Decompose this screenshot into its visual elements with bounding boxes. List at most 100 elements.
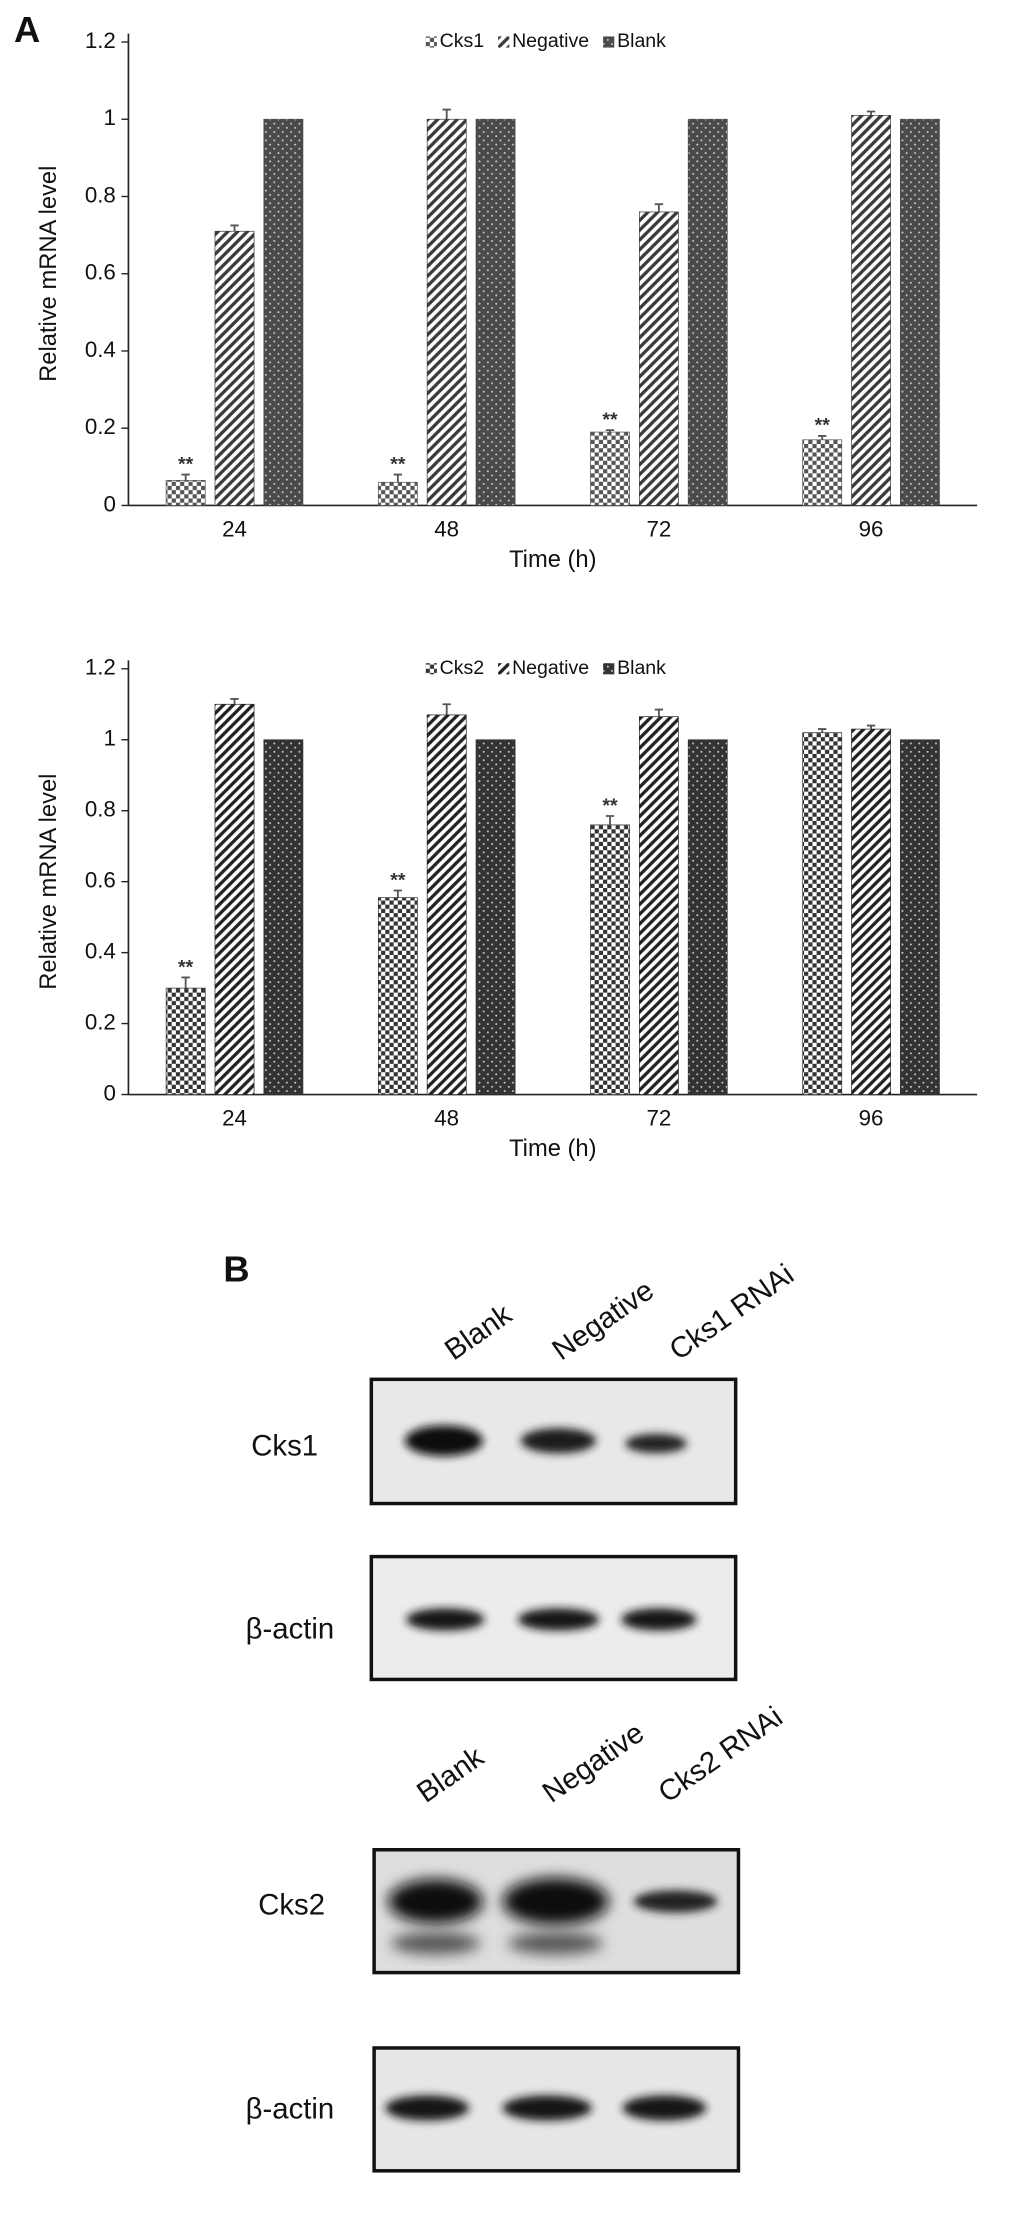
- legend-swatch: [425, 663, 437, 675]
- chart: 0 0.2 0.4 0.6 0.8 1 1.2 Relative mRNA level Time…: [36, 655, 978, 1162]
- y-tick-label: 0.4: [85, 337, 116, 362]
- legend-swatch: [603, 36, 615, 48]
- x-tick-label: 96: [859, 1106, 884, 1131]
- bar: [687, 739, 728, 1095]
- band: [508, 1932, 604, 1955]
- y-tick-label: 0.8: [85, 797, 116, 822]
- x-axis-title: Time (h): [509, 1136, 596, 1162]
- band: [404, 1425, 483, 1457]
- x-tick-label: 72: [646, 1106, 671, 1131]
- blot-1: Blank Negative Cks1 RNAi Cks1 β-actin: [246, 1258, 800, 1682]
- bar: [900, 118, 940, 506]
- bar: [802, 732, 843, 1095]
- error-bar: [605, 429, 615, 433]
- band: [625, 1433, 687, 1454]
- error-bar: [181, 976, 190, 989]
- x-tick-label: 48: [434, 1106, 459, 1131]
- bar: [475, 739, 516, 1095]
- legend-label: Cks2: [440, 657, 485, 679]
- legend-label: Blank: [617, 30, 666, 52]
- row-label: Cks1: [251, 1429, 318, 1462]
- band: [390, 1932, 481, 1955]
- error-bar: [654, 708, 664, 717]
- lane-label: Cks1 RNAi: [664, 1258, 800, 1367]
- error-bar: [818, 728, 827, 733]
- bar: [475, 118, 516, 506]
- band: [517, 1608, 599, 1631]
- legend: Cks1 Negative Blank: [425, 30, 666, 52]
- band: [502, 2095, 592, 2121]
- legend-swatch: [498, 663, 510, 675]
- y-tick-label: 1.2: [85, 655, 116, 680]
- significance-label: **: [390, 869, 406, 891]
- bar: [263, 739, 304, 1095]
- y-tick-label: 0.8: [85, 182, 116, 207]
- band: [388, 1879, 483, 1924]
- legend-label: Negative: [512, 30, 589, 52]
- error-bar: [442, 108, 451, 120]
- bar: [851, 115, 891, 506]
- bar: [263, 118, 304, 506]
- legend-label: Blank: [617, 657, 666, 679]
- chart: 0 0.2 0.4 0.6 0.8 1 1.2 Relative mRNA level Time…: [36, 28, 978, 573]
- x-tick-label: 72: [646, 516, 671, 541]
- y-tick-label: 1: [103, 726, 115, 751]
- bar: [165, 987, 206, 1095]
- bar: [687, 118, 728, 506]
- y-tick-label: 0: [103, 1080, 115, 1105]
- bar: [900, 739, 940, 1095]
- error-bar: [605, 815, 615, 825]
- y-tick-label: 0.2: [85, 414, 116, 439]
- y-tick-label: 0.2: [85, 1009, 116, 1034]
- significance-label: **: [178, 956, 194, 978]
- y-axis-title: Relative mRNA level: [36, 166, 62, 382]
- bar: [590, 431, 630, 506]
- lane-label: Blank: [411, 1740, 490, 1809]
- legend-label: Cks1: [440, 30, 485, 52]
- legend-label: Negative: [512, 657, 589, 679]
- bar: [165, 479, 206, 506]
- error-bar: [866, 110, 876, 116]
- significance-label: **: [602, 409, 618, 431]
- y-tick-label: 1: [103, 105, 115, 130]
- error-bar: [866, 724, 876, 730]
- y-tick-label: 0: [103, 491, 115, 516]
- y-axis-title: Relative mRNA level: [36, 774, 62, 990]
- bar: [214, 230, 255, 506]
- bar: [638, 211, 679, 506]
- band: [385, 2095, 470, 2121]
- bar: [851, 728, 891, 1095]
- error-bar: [818, 435, 827, 440]
- y-tick-label: 0.6: [85, 260, 116, 285]
- bar: [426, 714, 467, 1095]
- blot-2: Blank Negative Cks2 RNAi Cks2 β-actin: [246, 1700, 789, 2173]
- lane-label: Negative: [546, 1274, 660, 1367]
- significance-label: **: [390, 453, 406, 475]
- panel-label: B: [223, 1249, 249, 1290]
- bar: [377, 897, 418, 1095]
- x-tick-label: 24: [222, 1106, 247, 1131]
- band: [502, 1877, 609, 1926]
- x-tick-label: 24: [222, 516, 247, 541]
- bar: [214, 703, 255, 1095]
- x-tick-label: 96: [859, 516, 884, 541]
- band: [520, 1428, 597, 1454]
- error-bar: [230, 698, 239, 705]
- significance-label: **: [178, 453, 194, 475]
- legend-swatch: [603, 663, 615, 675]
- y-tick-label: 1.2: [85, 28, 116, 53]
- lane-label: Blank: [439, 1298, 518, 1367]
- row-label: β-actin: [246, 1612, 334, 1645]
- error-bar: [442, 703, 451, 715]
- x-tick-label: 48: [434, 516, 459, 541]
- lane-label: Negative: [536, 1716, 650, 1809]
- y-tick-label: 0.4: [85, 939, 116, 964]
- error-bar: [393, 889, 403, 898]
- bar: [426, 118, 467, 506]
- bar: [802, 439, 843, 506]
- row-label: β-actin: [246, 2093, 334, 2126]
- error-bar: [181, 473, 190, 481]
- error-bar: [654, 203, 664, 212]
- band: [406, 1608, 485, 1631]
